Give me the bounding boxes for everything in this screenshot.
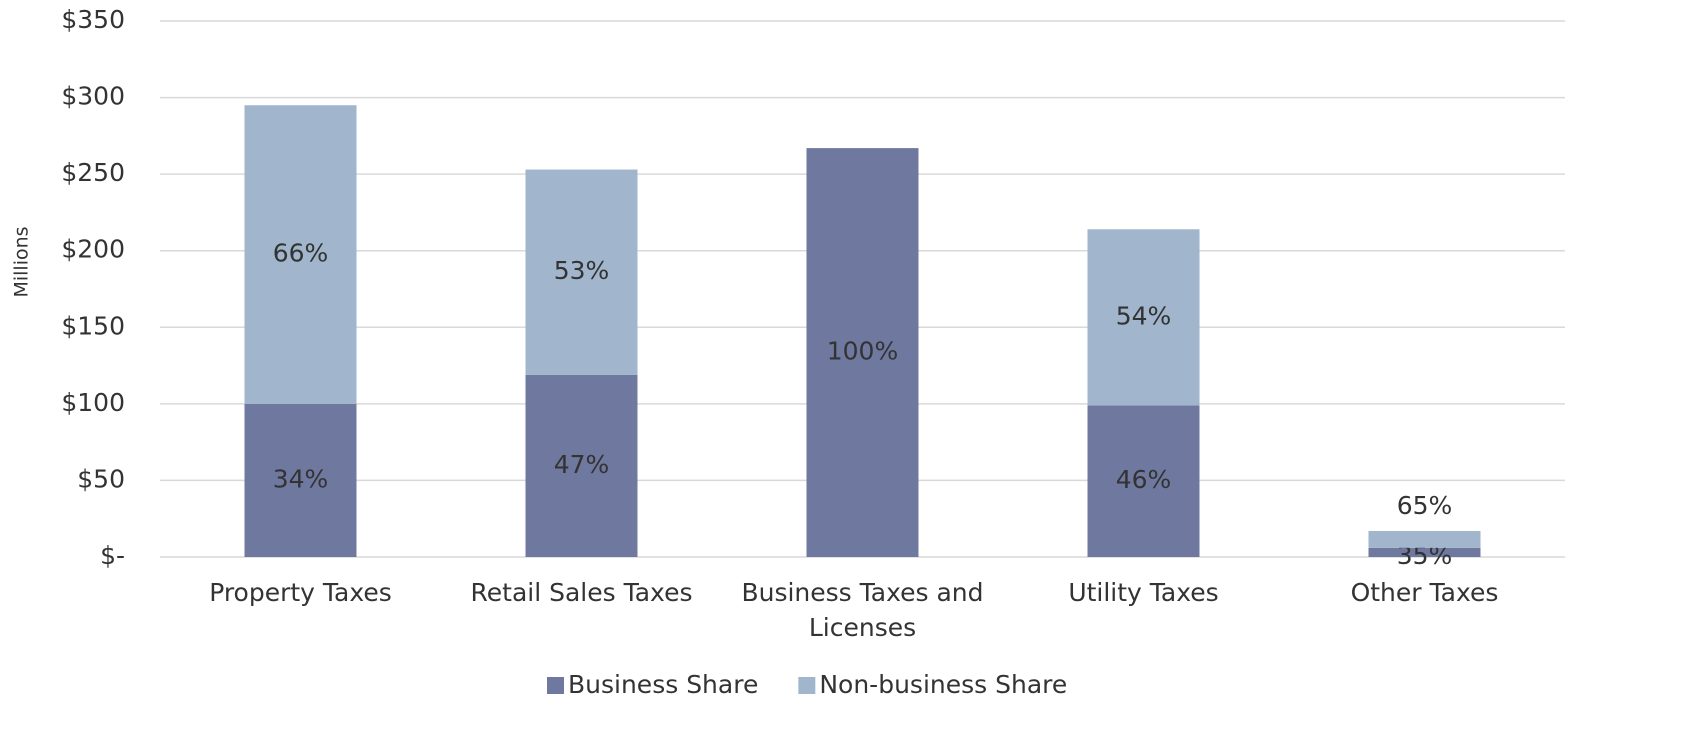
- bar-segment: [244, 105, 357, 404]
- bar-segment: [244, 403, 357, 557]
- bar-segment: [1368, 547, 1481, 557]
- y-tick-label: $250: [61, 158, 125, 187]
- y-tick-label: $-: [100, 541, 125, 570]
- bar-segment: [525, 374, 638, 557]
- legend-swatch: [798, 677, 816, 694]
- y-tick-label: $300: [61, 82, 125, 111]
- bar-segment: [1087, 229, 1200, 406]
- bar-segment: [806, 148, 919, 557]
- y-tick-label: $350: [61, 5, 125, 34]
- data-label: 66%: [273, 239, 329, 268]
- y-axis-label: Millions: [11, 226, 33, 297]
- data-label: 65%: [1397, 491, 1453, 520]
- data-label: 47%: [554, 450, 610, 479]
- y-tick-label: $100: [61, 388, 125, 417]
- bar-segment: [1087, 405, 1200, 557]
- y-tick-label: $50: [77, 464, 125, 493]
- y-tick-label: $200: [61, 235, 125, 264]
- x-tick-label: Property Taxes: [209, 578, 392, 607]
- bar-segment: [525, 169, 638, 375]
- legend-swatch: [547, 677, 564, 694]
- y-tick-label: $150: [61, 311, 125, 340]
- data-label: 100%: [827, 337, 898, 366]
- x-tick-label: Other Taxes: [1351, 578, 1499, 607]
- legend-label: Business Share: [568, 670, 758, 699]
- data-label: 54%: [1116, 301, 1172, 330]
- x-tick-label: Utility Taxes: [1068, 578, 1218, 607]
- x-tick-label: Retail Sales Taxes: [471, 578, 693, 607]
- legend-label: Non-business Share: [819, 670, 1067, 699]
- bar-segment: [1368, 530, 1481, 548]
- data-label: 34%: [273, 464, 329, 493]
- data-label: 53%: [554, 256, 610, 285]
- x-tick-label: Business Taxes and Licenses: [741, 578, 983, 642]
- data-label: 46%: [1116, 465, 1172, 494]
